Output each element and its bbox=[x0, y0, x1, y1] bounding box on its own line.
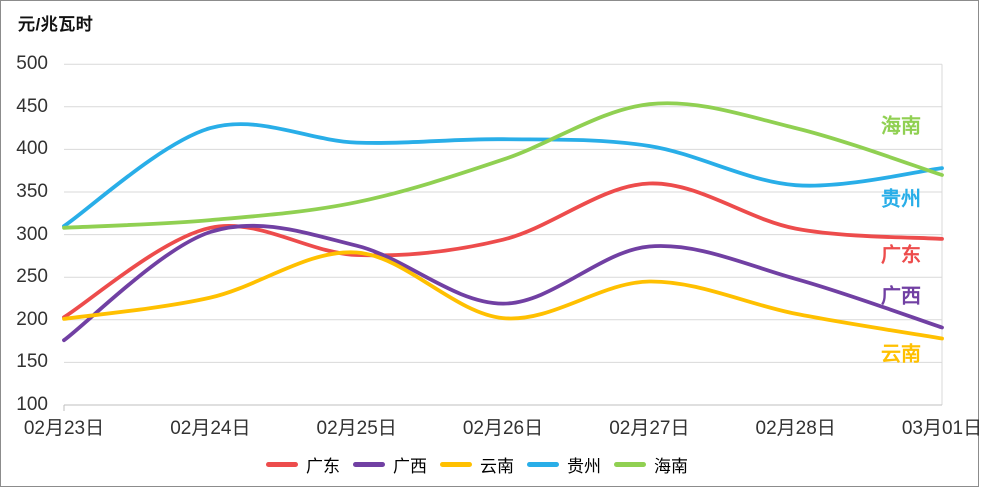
x-tick-label: 02月28日 bbox=[755, 418, 836, 439]
y-tick-label: 500 bbox=[16, 53, 48, 75]
series-label: 广西 bbox=[881, 285, 921, 308]
legend-line-marker bbox=[614, 461, 646, 467]
legend-label: 广东 bbox=[306, 456, 340, 476]
legend-label: 云南 bbox=[480, 456, 514, 476]
y-tick-label: 350 bbox=[16, 181, 48, 202]
legend-label: 广西 bbox=[393, 456, 427, 476]
series-line bbox=[62, 122, 944, 228]
legend-item: 云南 bbox=[440, 453, 514, 476]
series-line bbox=[62, 250, 944, 341]
chart-title: 元/兆瓦时 bbox=[18, 15, 94, 34]
legend: 广东 广西 云南 贵州 海南 bbox=[1, 453, 953, 476]
x-tick-label: 02月23日 bbox=[23, 418, 105, 439]
legend-item: 广东 bbox=[266, 453, 340, 476]
x-tick-label: 02月25日 bbox=[316, 418, 397, 439]
x-tick-label: 02月26日 bbox=[462, 418, 544, 439]
y-tick-label: 150 bbox=[16, 351, 48, 373]
x-tick-label: 03月01日 bbox=[901, 418, 983, 439]
y-tick-label: 450 bbox=[16, 95, 48, 117]
legend-item: 广西 bbox=[353, 453, 427, 476]
legend-label: 海南 bbox=[654, 456, 688, 476]
legend-line-marker bbox=[440, 461, 472, 467]
legend-item: 海南 bbox=[614, 453, 688, 476]
legend-line-marker bbox=[266, 461, 298, 467]
legend-line-marker bbox=[527, 461, 559, 467]
line-chart-plot bbox=[62, 63, 944, 411]
y-tick-label: 400 bbox=[16, 138, 48, 160]
legend-label: 贵州 bbox=[567, 456, 601, 476]
y-tick-label: 100 bbox=[16, 394, 48, 415]
y-tick-label: 300 bbox=[16, 223, 48, 245]
legend-line-marker bbox=[353, 461, 385, 467]
series-line bbox=[62, 223, 944, 343]
series-line bbox=[62, 101, 944, 230]
x-tick-label: 02月24日 bbox=[170, 418, 251, 439]
series-line bbox=[62, 181, 944, 320]
series-label: 海南 bbox=[881, 115, 921, 138]
series-label: 云南 bbox=[881, 343, 921, 366]
series-label: 广东 bbox=[881, 244, 921, 267]
series-label: 贵州 bbox=[881, 188, 921, 211]
y-tick-label: 250 bbox=[16, 266, 48, 288]
y-tick-label: 200 bbox=[16, 308, 48, 330]
legend-item: 贵州 bbox=[527, 453, 601, 476]
x-tick-label: 02月27日 bbox=[609, 418, 690, 439]
